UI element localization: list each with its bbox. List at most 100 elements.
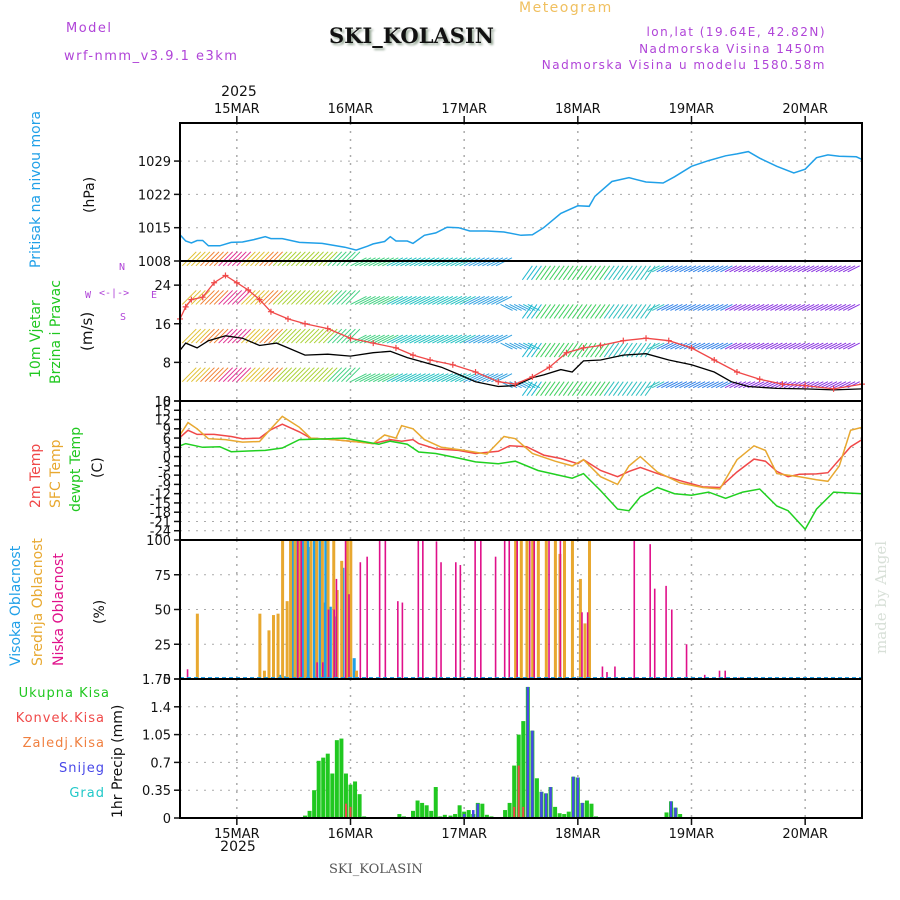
wind-gust-marker xyxy=(830,385,837,392)
wind-arrow xyxy=(250,367,265,383)
wind-arrow xyxy=(263,367,279,383)
wind-arrow xyxy=(432,296,449,305)
wind-arrow xyxy=(277,367,293,383)
wind-arrow xyxy=(181,328,197,344)
wind-arrow xyxy=(581,265,592,281)
wind-arrow xyxy=(774,304,788,311)
wind-arrow xyxy=(391,334,408,344)
wind-arrow xyxy=(594,381,606,396)
wind-arrow xyxy=(368,296,385,305)
wind-gust-marker xyxy=(733,369,740,376)
wind-arrow xyxy=(553,381,565,396)
wind-arrow xyxy=(715,265,729,273)
wind-arrow xyxy=(571,304,583,319)
wind-arrow xyxy=(186,328,202,344)
cloud-low-bar xyxy=(649,544,651,679)
wind-arrow xyxy=(576,304,588,319)
y-tick-label: 9 xyxy=(163,423,171,438)
wind-arrow xyxy=(313,328,329,344)
wind-arrow xyxy=(459,296,476,305)
wind-gust-marker xyxy=(802,382,809,389)
wind-arrow xyxy=(445,296,463,305)
wind-arrow xyxy=(486,334,504,344)
compass-south: S xyxy=(120,312,127,323)
wind-arrow xyxy=(521,381,533,396)
wind-arrow xyxy=(711,265,724,273)
wind-arrow xyxy=(603,265,615,281)
cloud-low-bar xyxy=(606,672,608,679)
compass-west: W xyxy=(85,290,92,301)
wind-arrow xyxy=(761,265,774,273)
wind-arrow xyxy=(395,373,413,383)
wind-arrow xyxy=(327,251,343,267)
wind-arrow xyxy=(318,290,334,305)
day-label-top: 19MAR xyxy=(669,102,715,117)
wind-arrow xyxy=(445,334,463,344)
wind-arrow xyxy=(200,328,215,344)
wind-arrow xyxy=(313,367,329,383)
wind-arrow xyxy=(706,342,720,350)
wind-arrow xyxy=(191,251,206,267)
wind-arrow xyxy=(647,265,660,273)
wind-arrow xyxy=(833,381,847,389)
precip-total-bar xyxy=(503,810,508,818)
wind-gust-marker xyxy=(370,340,377,347)
wind-arrow xyxy=(644,304,656,319)
wind-arrow xyxy=(482,334,499,344)
precip-total-bar xyxy=(420,802,425,818)
y-tick-label: -15 xyxy=(150,497,171,512)
precip-total-bar xyxy=(307,810,312,818)
wind-arrow xyxy=(590,265,601,281)
wind-arrow xyxy=(752,265,765,273)
wind-arrow xyxy=(318,328,334,344)
wind-arrow xyxy=(218,251,234,267)
wind-arrow xyxy=(436,373,454,383)
wind-gust-marker xyxy=(199,294,206,301)
wind-arrow xyxy=(409,296,426,305)
wind-arrow xyxy=(802,381,815,389)
wind-arrow xyxy=(313,290,329,305)
cloud-low-bar xyxy=(440,562,442,679)
precip-total-bar xyxy=(589,803,594,818)
precip-total-bar xyxy=(339,738,344,818)
wind-arrow xyxy=(540,342,551,358)
wind-arrow xyxy=(585,342,597,358)
day-label-top: 20MAR xyxy=(782,102,828,117)
wind-arrow xyxy=(761,304,774,311)
wind-gust-marker xyxy=(427,356,434,363)
precip-total-bar xyxy=(433,787,438,818)
cloud-high-bar xyxy=(283,676,287,679)
wind-arrow xyxy=(647,381,660,389)
wind-arrow xyxy=(806,265,820,273)
precip-total-bar xyxy=(521,721,526,818)
precip-snow-bar xyxy=(472,810,475,818)
wind-arrow xyxy=(345,367,361,383)
wind-arrow xyxy=(241,290,256,305)
wind-arrow xyxy=(733,342,747,350)
cloud-low-bar xyxy=(474,540,476,679)
wind-arrow xyxy=(571,381,583,396)
wind-arrow xyxy=(847,342,860,350)
y-tick-label: -6 xyxy=(158,469,171,484)
wind-arrow xyxy=(842,265,856,273)
wind-arrow xyxy=(181,290,197,305)
cloud-high-bar xyxy=(301,540,305,679)
wind-arrow xyxy=(277,290,293,305)
cloud-mid-bar xyxy=(303,540,307,679)
wind-arrow xyxy=(218,290,234,305)
wind-arrow xyxy=(391,373,408,383)
y-tick-label: 24 xyxy=(154,279,171,294)
wind-gust-marker xyxy=(512,381,519,388)
wind-arrow xyxy=(621,265,633,281)
wind-arrow xyxy=(711,342,724,350)
wind-arrow xyxy=(295,290,311,305)
wind-arrow xyxy=(815,265,829,273)
wind-arrow xyxy=(651,342,665,350)
compass-east: E xyxy=(151,290,158,301)
wind-arrow xyxy=(486,373,504,383)
cloud-mid-bar xyxy=(309,540,313,679)
wind-arrow xyxy=(245,367,261,383)
wind-arrow xyxy=(213,290,229,305)
wind-gust-marker xyxy=(392,344,399,351)
cloud-mid-bar xyxy=(354,670,358,679)
